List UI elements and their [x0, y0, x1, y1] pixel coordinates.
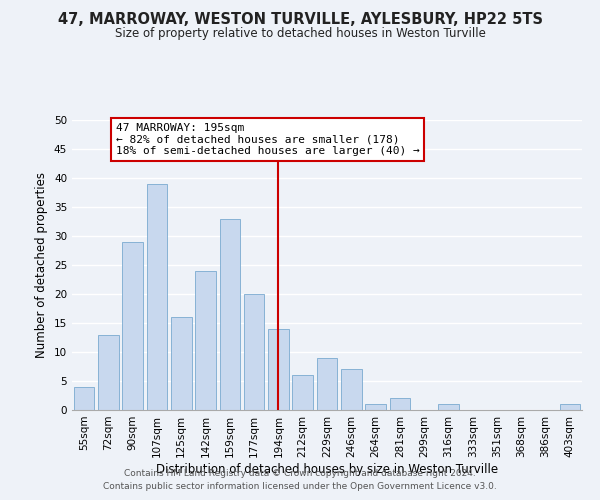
X-axis label: Distribution of detached houses by size in Weston Turville: Distribution of detached houses by size … [156, 462, 498, 475]
Bar [220, 218, 240, 410]
Bar [146, 184, 167, 410]
Y-axis label: Number of detached properties: Number of detached properties [35, 172, 49, 358]
Bar [98, 334, 119, 410]
Bar [171, 317, 191, 410]
Bar [365, 404, 386, 410]
Bar [438, 404, 459, 410]
Text: 47, MARROWAY, WESTON TURVILLE, AYLESBURY, HP22 5TS: 47, MARROWAY, WESTON TURVILLE, AYLESBURY… [58, 12, 542, 28]
Text: Contains public sector information licensed under the Open Government Licence v3: Contains public sector information licen… [103, 482, 497, 491]
Bar [122, 242, 143, 410]
Bar [389, 398, 410, 410]
Bar [268, 329, 289, 410]
Text: Size of property relative to detached houses in Weston Turville: Size of property relative to detached ho… [115, 28, 485, 40]
Bar [560, 404, 580, 410]
Text: 47 MARROWAY: 195sqm
← 82% of detached houses are smaller (178)
18% of semi-detac: 47 MARROWAY: 195sqm ← 82% of detached ho… [116, 123, 419, 156]
Bar [244, 294, 265, 410]
Bar [317, 358, 337, 410]
Bar [74, 387, 94, 410]
Bar [195, 271, 216, 410]
Bar [341, 370, 362, 410]
Bar [292, 375, 313, 410]
Text: Contains HM Land Registry data © Crown copyright and database right 2024.: Contains HM Land Registry data © Crown c… [124, 468, 476, 477]
